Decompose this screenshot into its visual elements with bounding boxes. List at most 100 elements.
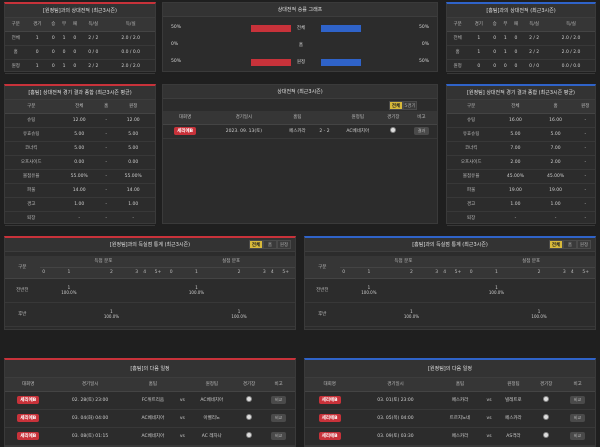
row-label: 전반전 [305,278,340,303]
away-bar [321,59,361,66]
tab-away[interactable]: 원정 [577,240,591,249]
column-header: 경기장 [532,378,561,392]
header-row: 대회명경기일시홈팀vs원정팀경기장비고 [5,378,295,392]
table-cell: 전체 [5,31,27,46]
table-row: 오프사이드 0.00-0.00 [5,155,155,170]
next-away-panel: [원정팀]의 다음 일정 대회명경기일시홈팀vs원정팀경기장비고세리에B03. … [304,358,596,447]
soccer-ball-icon[interactable] [543,414,550,420]
home-team[interactable]: 트르지노네 [436,409,484,428]
col-note: 비고 [405,111,437,125]
table-cell: 오프사이드 [447,155,496,170]
result-button[interactable]: 결과 [413,127,430,135]
column-header: 비고 [262,378,295,392]
tab-all[interactable]: 전체 [249,240,263,249]
panel-title: [홈팀] 상대전적 경기 결과 종합 (최근3시즌 평균) [5,86,155,100]
away-team[interactable]: 페스카라 [494,409,533,428]
table-cell: 5.00 [495,127,536,142]
away-team[interactable]: AS격라 [494,427,533,446]
dist-cell [576,278,595,303]
soccer-ball-icon[interactable] [246,414,253,420]
away-team[interactable]: AC베네치아 [334,124,381,139]
column-header: 0 [339,267,348,279]
soccer-ball-icon[interactable] [246,396,253,402]
league-badge[interactable]: 세리에B [318,432,341,440]
table-cell: 볼점유율 [447,169,496,184]
table-row: 세리에B 03. 08(토) 01:15 AC베네치아 vs AC 레자나 비교 [5,427,295,446]
table-cell: 7.00 [535,141,576,156]
compare-button[interactable]: 비교 [270,396,287,404]
dist-cell [148,302,168,327]
league-badge[interactable]: 세리에B [318,414,341,422]
soccer-ball-icon[interactable] [246,432,253,438]
table-cell: 1 [26,31,48,46]
dist-cell [276,278,295,303]
table-cell: 0 [58,45,70,60]
home-team[interactable]: 페스카라 [436,427,484,446]
league-badge[interactable]: 세리에B [17,396,40,404]
tab-all[interactable]: 전체 [549,240,563,249]
home-team[interactable]: 페스카라 [436,391,484,410]
tab-away[interactable]: 원정 [277,240,291,249]
table-cell: 1.00 [57,197,101,212]
header-row: 0 1 2 3 4 5+ 0 1 2 3 4 5+ [5,267,295,279]
header-row: 구분 전체 홈 원정 [447,100,595,114]
home-team[interactable]: AC베네치아 [128,427,177,446]
header-row: 0 1 2 3 4 5+ 0 1 2 3 4 5+ [305,267,595,279]
league-badge[interactable]: 세리에B [17,432,40,440]
graph-row: 50% 전체 50% [163,21,437,37]
tab-home[interactable]: 홈 [563,240,577,249]
tab-all[interactable]: 전체 [389,101,403,110]
tab-home[interactable]: 홈 [263,240,277,249]
col-vs: vs [314,111,335,125]
table-cell: 0 [500,59,511,74]
home-team[interactable]: FC위트리움 [128,391,177,410]
compare-button[interactable]: 비교 [569,414,586,422]
soccer-ball-icon[interactable] [543,432,550,438]
away-team[interactable]: 아벨리노 [187,409,236,428]
away-team[interactable]: AC 레자나 [187,427,236,446]
table-cell: 퇴장 [5,211,58,226]
soccer-ball-icon[interactable] [390,127,397,133]
column-header: 홈팀 [436,378,484,392]
tab-5games[interactable]: 5경기 [403,101,417,110]
compare-button[interactable]: 비교 [270,432,287,440]
away-team[interactable]: AC베네치아 [187,391,236,410]
table-cell: 2 / 2 [521,45,548,60]
dist-cell [576,302,595,327]
table-cell: - [575,155,595,170]
table-cell: 7.00 [495,141,536,156]
table-cell: 0 [69,31,81,46]
table-cell: - [575,113,595,128]
compare-button[interactable]: 비교 [569,432,586,440]
table-cell: 2 / 2 [521,31,548,46]
home-team[interactable]: 페스카라 [280,124,315,139]
header-row: 구분 경기 승 무 패 득/실 득/실 [5,18,155,32]
column-header: 1 [47,267,91,279]
score: 2 - 2 [314,124,335,139]
soccer-ball-icon[interactable] [543,396,550,402]
home-team[interactable]: AC베네치아 [128,409,177,428]
column-header: 홈 [535,100,576,114]
away-team[interactable]: 빌레트로 [494,391,533,410]
league-badge[interactable]: 세리에B [174,127,197,135]
vs-label: vs [483,409,495,428]
recent-table: 대회명 경기일시 홈팀 vs 원정팀 경기장 비고 세리에B 2023. 09.… [163,111,437,139]
graph-row: 0% 홈 0% [163,38,437,54]
column-header: 승 [47,18,59,32]
table-cell: 45.00% [535,169,576,184]
table-cell: 오프사이드 [5,155,58,170]
dist-cell [432,278,441,303]
table-cell: - [575,197,595,212]
recent-title: 상대전적 (최근3시즌) [277,89,323,95]
compare-button[interactable]: 비교 [569,396,586,404]
col-away: 원정팀 [334,111,381,125]
compare-button[interactable]: 비교 [270,414,287,422]
table-cell: 0.0 / 0.0 [106,45,155,60]
dist-cell: 1 100.0% [475,278,518,303]
table-row: 파울 14.00-14.00 [5,183,155,198]
table-row: 유효슈팅 5.00-5.00 [5,127,155,142]
league-badge[interactable]: 세리에B [318,396,341,404]
table-cell: 0 [47,31,59,46]
league-badge[interactable]: 세리에B [17,414,40,422]
column-header: 5+ [148,267,168,279]
